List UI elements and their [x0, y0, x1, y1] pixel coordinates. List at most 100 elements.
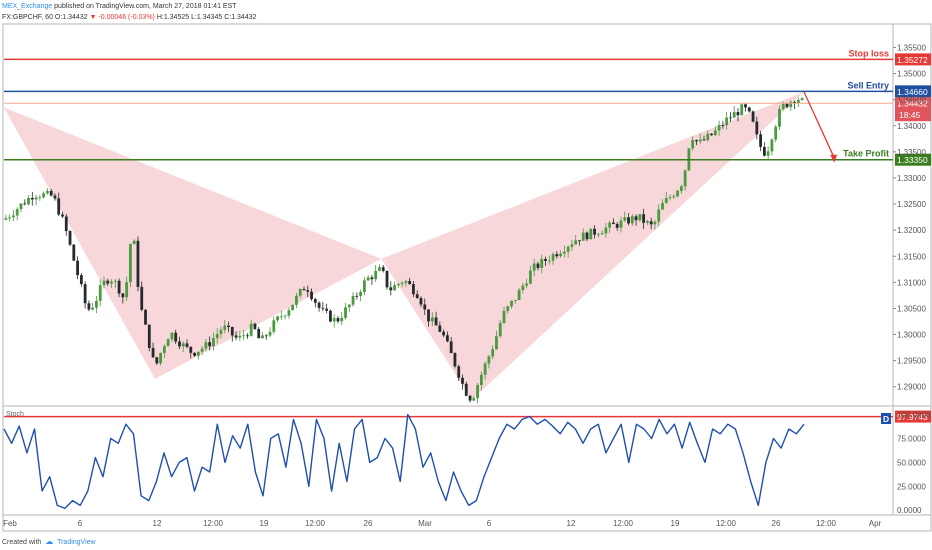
candle-body	[23, 203, 27, 205]
candle-body	[27, 197, 30, 205]
candle-body	[442, 331, 446, 336]
time-tick-label: 6	[78, 519, 83, 528]
candle-body	[800, 98, 804, 100]
candle-body	[340, 317, 344, 322]
candle-body	[98, 285, 102, 301]
candle-body	[151, 347, 155, 358]
candle-body	[245, 335, 249, 337]
time-tick-label: 12:00	[816, 519, 837, 528]
candle-body	[117, 280, 121, 294]
candle-body	[170, 332, 174, 340]
candle-body	[144, 309, 147, 325]
candle-body	[257, 328, 261, 339]
stoch-badge	[881, 413, 891, 424]
sell-entry-price-text: 1.34660	[897, 87, 928, 97]
price-tick-label: 1.34000	[897, 122, 926, 131]
candle-body	[276, 316, 279, 321]
candle-body	[691, 140, 695, 149]
candle-body	[185, 343, 189, 347]
candle-body	[495, 336, 498, 350]
candle-body	[295, 295, 298, 305]
stoch-pane-label: Stoch	[6, 411, 24, 418]
candle-body	[344, 307, 347, 318]
tradingview-brand[interactable]: TradingView	[57, 539, 96, 546]
candle-body	[793, 101, 796, 104]
candle-body	[196, 351, 200, 356]
candle-body	[408, 281, 412, 285]
stop-loss-price-tag	[895, 53, 931, 66]
symbol-label: FX:GBPCHF, 60	[2, 14, 53, 21]
take-profit-price-text: 1.33350	[897, 155, 928, 165]
candle-body	[419, 298, 423, 305]
time-tick-label: 12:00	[613, 519, 634, 528]
sell-entry-label: Sell Entry	[847, 80, 889, 90]
candle-body	[393, 285, 396, 291]
candle-body	[181, 343, 185, 347]
candle-body	[664, 198, 668, 203]
candle-body	[306, 290, 310, 292]
candle-body	[249, 323, 253, 336]
created-with-label: Created with	[2, 539, 42, 546]
close-value: C:1.34432	[224, 14, 257, 21]
candle-body	[64, 216, 68, 232]
stop-loss-price-text: 1.35272	[897, 55, 928, 65]
candle-body	[751, 111, 755, 122]
stoch-tick-label: 50.0000	[897, 458, 926, 467]
candle-body	[608, 222, 612, 228]
candle-body	[796, 99, 800, 104]
candle-body	[695, 140, 698, 142]
candle-body	[596, 234, 600, 236]
price-tick-label: 1.29500	[897, 357, 926, 366]
price-tick-label: 1.29000	[897, 383, 926, 392]
candle-body	[612, 222, 615, 225]
candle-body	[472, 398, 476, 401]
candle-body	[544, 258, 547, 261]
candle-body	[396, 284, 400, 286]
tradingview-logo-icon: ☁	[45, 537, 54, 546]
candle-body	[166, 339, 170, 347]
candle-body	[261, 335, 264, 339]
publish-line: MEX_Exchange published on TradingView.co…	[2, 1, 257, 12]
candle-body	[313, 299, 317, 303]
candle-body	[668, 197, 672, 199]
candle-body	[736, 112, 740, 116]
candle-body	[725, 117, 729, 126]
candle-body	[230, 327, 234, 336]
change-value: ▼ -0.00046 (-0.03%)	[89, 14, 155, 21]
candle-body	[68, 231, 72, 245]
candle-body	[53, 195, 57, 199]
candle-body	[630, 216, 634, 224]
candle-body	[423, 304, 427, 310]
price-tick-label: 1.30000	[897, 331, 926, 340]
candle-body	[762, 146, 766, 156]
candle-body	[713, 130, 717, 136]
candle-body	[559, 253, 563, 257]
candle-body	[329, 310, 332, 322]
candle-body	[268, 331, 272, 336]
candle-body	[279, 316, 283, 318]
time-tick-label: Apr	[869, 519, 882, 528]
candle-body	[634, 216, 638, 221]
stoch-level-tag	[895, 410, 931, 423]
candle-body	[19, 203, 23, 210]
open-value: O:1.34432	[54, 14, 88, 21]
candle-body	[351, 295, 355, 305]
candle-body	[498, 322, 502, 337]
candle-body	[434, 317, 438, 326]
candle-body	[4, 218, 8, 220]
candles-group	[4, 96, 804, 404]
candle-body	[578, 240, 581, 242]
candle-body	[91, 307, 95, 310]
candle-body	[389, 287, 393, 291]
candle-body	[298, 289, 302, 296]
author-link[interactable]: MEX_Exchange	[2, 3, 53, 10]
candle-body	[570, 244, 574, 247]
candle-body	[766, 151, 770, 156]
candle-body	[483, 363, 487, 375]
candle-body	[653, 221, 657, 225]
candle-body	[155, 357, 159, 364]
candle-body	[378, 267, 381, 271]
candle-body	[759, 134, 763, 147]
candle-body	[729, 117, 732, 119]
